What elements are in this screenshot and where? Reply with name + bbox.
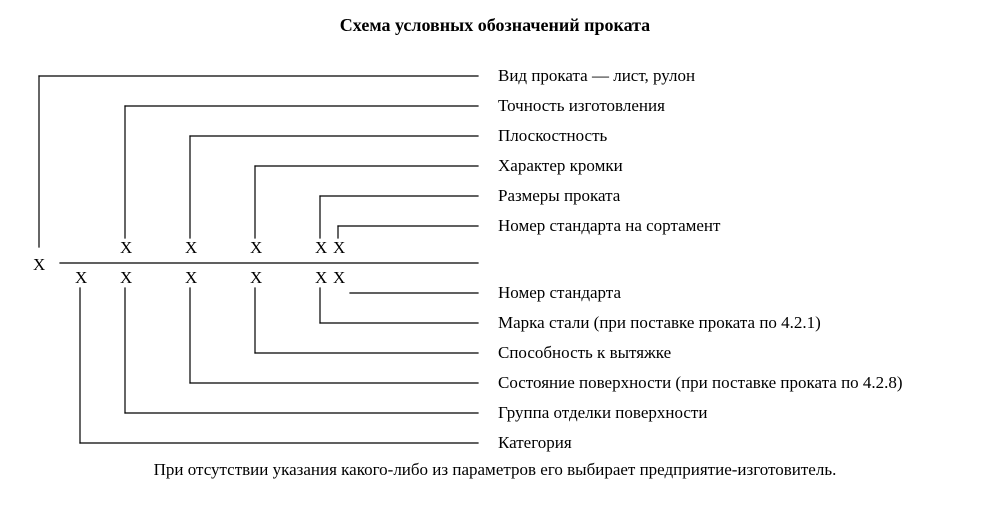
svg-text:Характер кромки: Характер кромки	[498, 156, 623, 175]
svg-text:Марка стали (при поставке прок: Марка стали (при поставке проката по 4.2…	[498, 313, 821, 332]
svg-text:X: X	[250, 238, 262, 257]
svg-text:Категория: Категория	[498, 433, 572, 452]
svg-text:Плоскостность: Плоскостность	[498, 126, 608, 145]
svg-text:Номер стандарта на сортамент: Номер стандарта на сортамент	[498, 216, 721, 235]
footnote: При отсутствии указания какого-либо из п…	[0, 460, 990, 480]
svg-text:X: X	[333, 268, 345, 287]
svg-text:Вид проката — лист, рулон: Вид проката — лист, рулон	[498, 66, 695, 85]
svg-text:Состояние поверхности (при пос: Состояние поверхности (при поставке прок…	[498, 373, 903, 392]
svg-text:X: X	[120, 268, 132, 287]
svg-text:X: X	[120, 238, 132, 257]
svg-text:X: X	[185, 268, 197, 287]
svg-text:X: X	[75, 268, 87, 287]
svg-text:X: X	[315, 268, 327, 287]
svg-text:Группа отделки поверхности: Группа отделки поверхности	[498, 403, 707, 422]
bracket-diagram: XXXXXXXXXXXXВид проката — лист, рулонТоч…	[0, 0, 990, 510]
svg-text:X: X	[250, 268, 262, 287]
svg-text:X: X	[333, 238, 345, 257]
svg-text:Размеры проката: Размеры проката	[498, 186, 621, 205]
svg-text:Способность к вытяжке: Способность к вытяжке	[498, 343, 671, 362]
svg-text:X: X	[315, 238, 327, 257]
svg-text:Номер стандарта: Номер стандарта	[498, 283, 621, 302]
page: Схема условных обозначений проката XXXXX…	[0, 0, 990, 510]
svg-text:Точность изготовления: Точность изготовления	[498, 96, 665, 115]
svg-text:X: X	[33, 255, 45, 274]
svg-text:X: X	[185, 238, 197, 257]
